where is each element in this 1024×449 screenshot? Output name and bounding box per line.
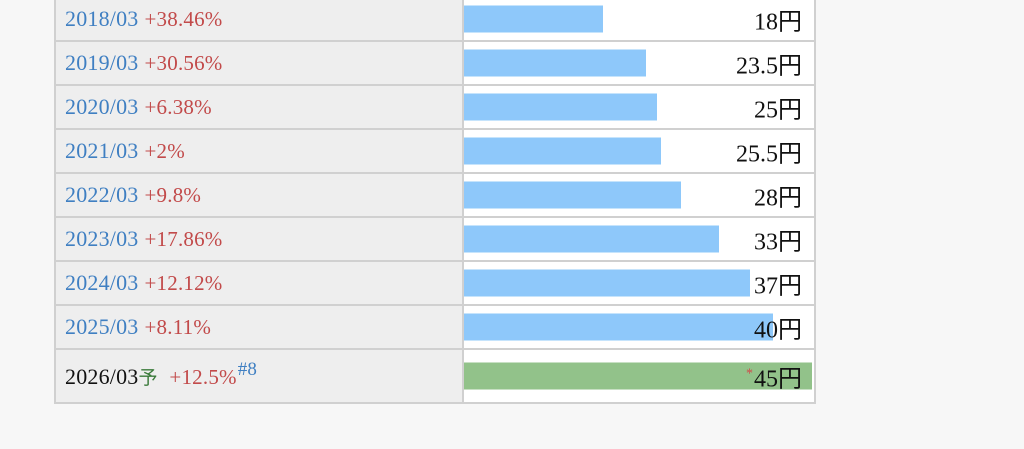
period-cell: 2024/03 +12.12% (54, 260, 464, 306)
bar-cell: 23.5円 (462, 40, 816, 86)
value-label: 23.5円 (736, 53, 802, 80)
bar-cell: 18円 (462, 0, 816, 42)
value-label: 33円 (754, 229, 802, 256)
forecast-value: *45円 (746, 359, 802, 394)
value-bar (464, 5, 603, 33)
period-cell: 2022/03 +9.8% (54, 172, 464, 218)
value-bar (464, 269, 750, 297)
bar-cell: 28円 (462, 172, 816, 218)
period-link[interactable]: 2022/03 (65, 182, 139, 207)
bar-cell: 37円 (462, 260, 816, 306)
period-link[interactable]: 2018/03 (65, 6, 139, 31)
change-percent: +2% (144, 139, 185, 163)
forecast-row: 2026/03予 +12.5%#8 *45円 (54, 348, 816, 404)
table-row: 2018/03 +38.46% 18円 (54, 0, 816, 42)
period-cell: 2023/03 +17.86% (54, 216, 464, 262)
value-label: 25円 (754, 97, 802, 124)
period-link[interactable]: 2020/03 (65, 94, 139, 119)
value-bar (464, 313, 773, 341)
forecast-mark: 予 (138, 367, 158, 389)
change-percent: +6.38% (144, 95, 212, 119)
change-percent: +8.11% (144, 315, 212, 339)
change-percent: +9.8% (144, 183, 202, 207)
period-link[interactable]: 2019/03 (65, 50, 139, 75)
value-label: 40円 (754, 317, 802, 344)
bar-cell: 40円 (462, 304, 816, 350)
bar-cell: 25円 (462, 84, 816, 130)
forecast-bar (464, 362, 812, 390)
forecast-note-link[interactable]: #8 (237, 359, 258, 381)
period-cell: 2025/03 +8.11% (54, 304, 464, 350)
value-label: 28円 (754, 185, 802, 212)
period-cell: 2018/03 +38.46% (54, 0, 464, 42)
period-link[interactable]: 2021/03 (65, 138, 139, 163)
change-percent: +38.46% (144, 7, 223, 31)
period-cell: 2020/03 +6.38% (54, 84, 464, 130)
value-label: 25.5円 (736, 141, 802, 168)
bar-cell: 25.5円 (462, 128, 816, 174)
period-link[interactable]: 2023/03 (65, 226, 139, 251)
table-row: 2020/03 +6.38% 25円 (54, 84, 816, 130)
table-row: 2023/03 +17.86% 33円 (54, 216, 816, 262)
value-bar (464, 137, 661, 165)
table-row: 2024/03 +12.12% 37円 (54, 260, 816, 306)
table-row: 2019/03 +30.56% 23.5円 (54, 40, 816, 86)
dividend-history-table: 2018/03 +38.46% 18円 2019/03 +30.56% 23.5円 2020… (54, 0, 816, 404)
period-link[interactable]: 2024/03 (65, 270, 139, 295)
change-percent: +17.86% (144, 227, 223, 251)
forecast-period-cell: 2026/03予 +12.5%#8 (54, 348, 464, 404)
change-percent: +12.12% (144, 271, 223, 295)
period-link[interactable]: 2025/03 (65, 314, 139, 339)
period-cell: 2019/03 +30.56% (54, 40, 464, 86)
period-cell: 2021/03 +2% (54, 128, 464, 174)
forecast-bar-cell: *45円 (462, 348, 816, 404)
table-row: 2025/03 +8.11% 40円 (54, 304, 816, 350)
table-row: 2022/03 +9.8% 28円 (54, 172, 816, 218)
value-bar (464, 225, 719, 253)
value-bar (464, 49, 646, 77)
forecast-period: 2026/03 (65, 363, 139, 389)
forecast-change: +12.5% (169, 364, 237, 389)
table-row: 2021/03 +2% 25.5円 (54, 128, 816, 174)
bar-cell: 33円 (462, 216, 816, 262)
value-label: 37円 (754, 273, 802, 300)
forecast-value-label: 45円 (754, 366, 802, 393)
value-label: 18円 (754, 9, 802, 36)
change-percent: +30.56% (144, 51, 223, 75)
value-bar (464, 181, 681, 209)
forecast-star: * (746, 366, 753, 382)
value-bar (464, 93, 657, 121)
